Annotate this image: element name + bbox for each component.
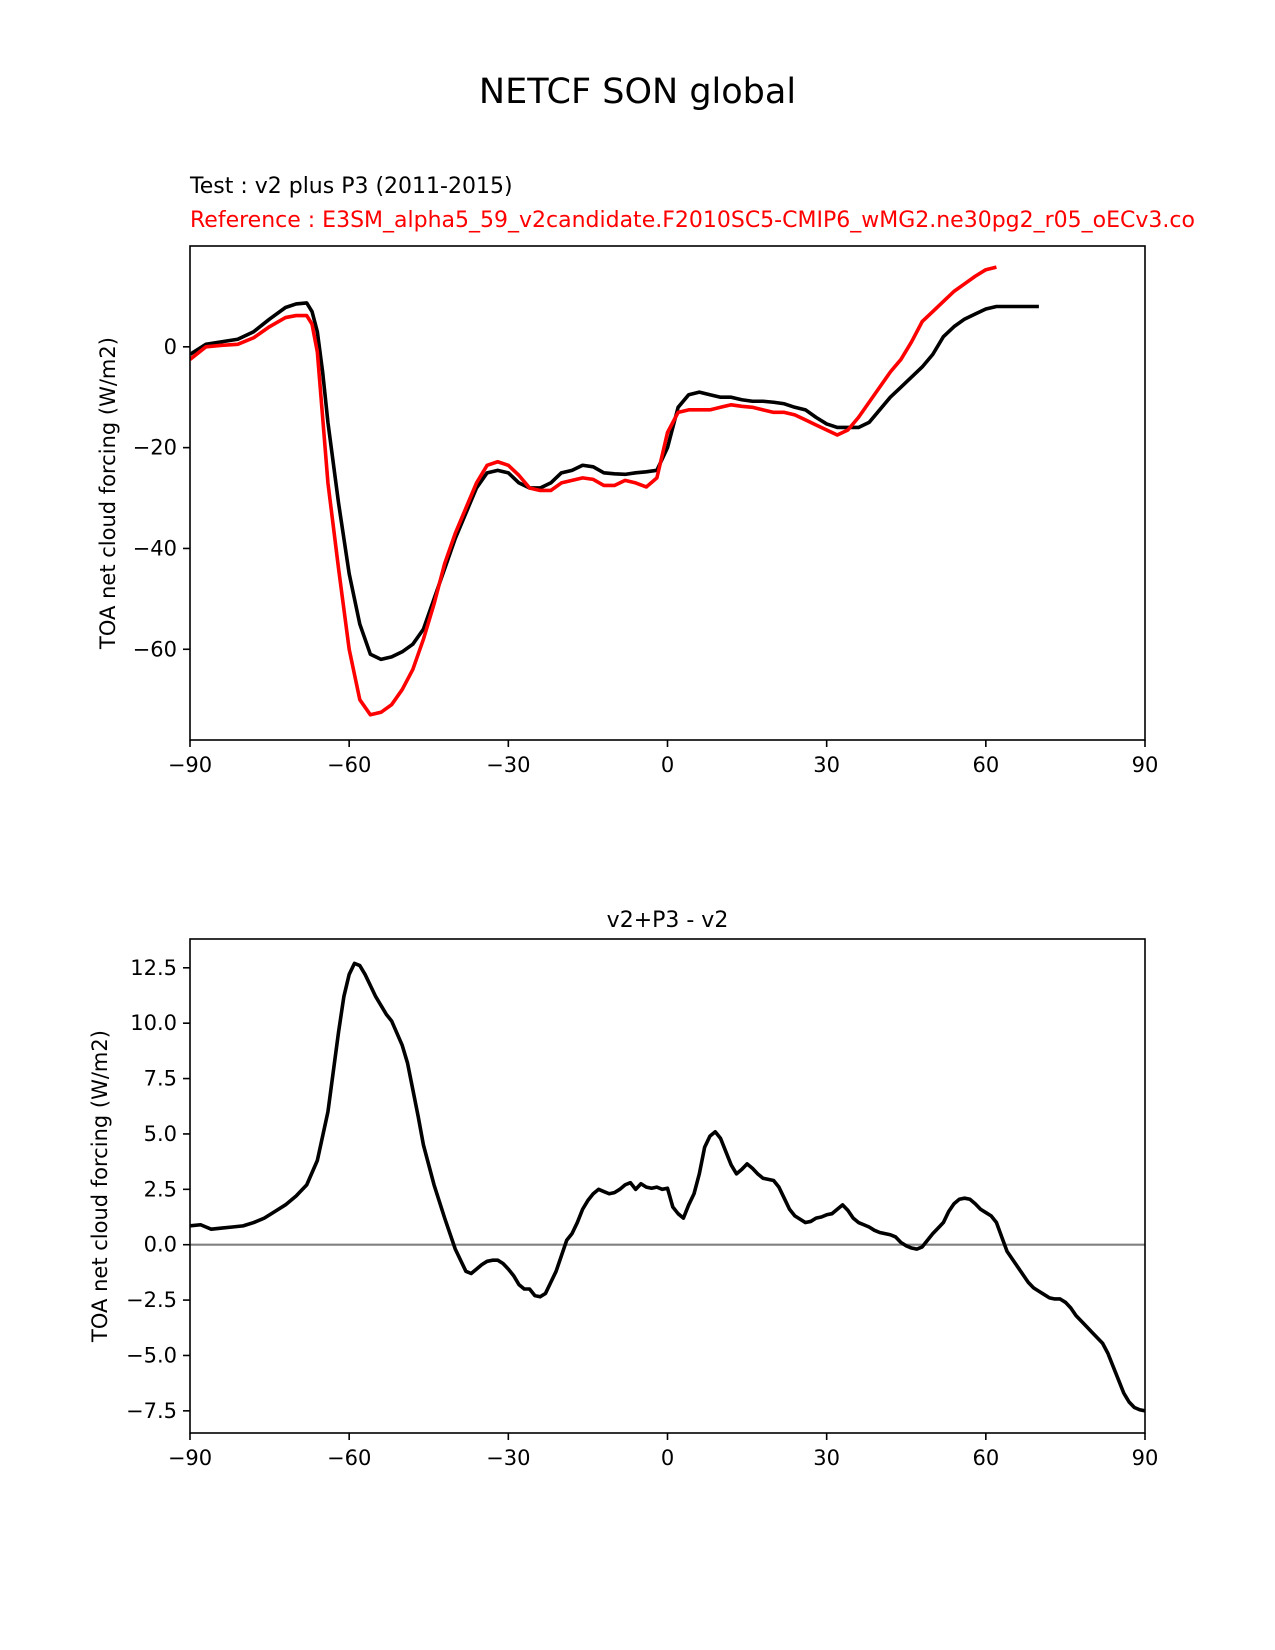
y-tick-label: 2.5 bbox=[144, 1177, 177, 1201]
series-line-2 bbox=[190, 265, 997, 717]
axes-frame bbox=[189, 938, 1146, 1434]
y-tick-label: 5.0 bbox=[144, 1122, 177, 1146]
x-tick-label: −90 bbox=[168, 1446, 212, 1470]
y-axis-label: TOA net cloud forcing (W/m2) bbox=[88, 1030, 112, 1343]
y-tick-label: −40 bbox=[133, 536, 177, 560]
y-axis-label: TOA net cloud forcing (W/m2) bbox=[96, 337, 120, 650]
y-tick-label: 0.0 bbox=[144, 1233, 177, 1257]
x-tick-label: 60 bbox=[972, 1446, 999, 1470]
x-tick-label: −30 bbox=[486, 1446, 530, 1470]
x-tick-label: 30 bbox=[813, 753, 840, 777]
chart-panel-1: −90 −60 −30 0 30 60 90 −60 −40 −20 0 TOA net cloud … bbox=[96, 245, 1159, 777]
x-tick-label: 30 bbox=[813, 1446, 840, 1470]
y-tick-label: 12.5 bbox=[130, 956, 177, 980]
series-line-1 bbox=[190, 961, 1145, 1413]
x-tick-label: −30 bbox=[486, 753, 530, 777]
y-tick-label: −7.5 bbox=[126, 1399, 177, 1423]
x-tick-label: 90 bbox=[1132, 1446, 1159, 1470]
series-line-1 bbox=[190, 301, 1039, 662]
x-tick-label: −60 bbox=[327, 1446, 371, 1470]
y-tick-label: −2.5 bbox=[126, 1288, 177, 1312]
x-tick-label: 90 bbox=[1132, 753, 1159, 777]
x-tick-label: −90 bbox=[168, 753, 212, 777]
y-tick-label: −60 bbox=[133, 637, 177, 661]
y-tick-label: −5.0 bbox=[126, 1343, 177, 1367]
y-tick-label: 7.5 bbox=[144, 1067, 177, 1091]
x-tick-label: 0 bbox=[661, 753, 674, 777]
axes-frame bbox=[189, 245, 1146, 741]
x-tick-label: 60 bbox=[972, 753, 999, 777]
panel-title: v2+P3 - v2 bbox=[607, 908, 729, 933]
x-tick-label: −60 bbox=[327, 753, 371, 777]
reference-label: Reference : E3SM_alpha5_59_v2candidate.F… bbox=[190, 208, 1195, 233]
test-label: Test : v2 plus P3 (2011-2015) bbox=[190, 174, 513, 199]
x-tick-label: 0 bbox=[661, 1446, 674, 1470]
y-tick-label: −20 bbox=[133, 436, 177, 460]
y-tick-label: 10.0 bbox=[130, 1011, 177, 1035]
y-tick-label: 0 bbox=[164, 335, 177, 359]
chart-panel-2: −90 −60 −30 0 30 60 90 −7.5 −5.0 −2.5 0.0 2.5 5.0 7.5… bbox=[88, 908, 1158, 1470]
figure-title: NETCF SON global bbox=[478, 72, 797, 112]
